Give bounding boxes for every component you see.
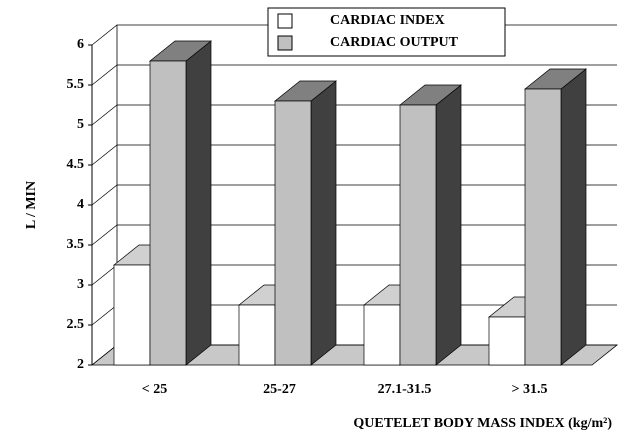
y-tick-label: 3.5: [67, 237, 85, 252]
bar-front: [524, 88, 562, 366]
bar-front: [488, 316, 526, 366]
bar-front: [274, 100, 312, 366]
bar-side: [560, 68, 587, 366]
legend-swatch: [277, 35, 293, 51]
bar-side: [310, 80, 337, 366]
y-tick-label: 3: [77, 277, 84, 292]
bar: [524, 68, 587, 366]
grid-line: [91, 64, 617, 86]
y-tick-label: 5.5: [67, 77, 85, 92]
bar-front: [113, 264, 151, 366]
y-tick-label: 4.5: [67, 157, 85, 172]
bar-front: [238, 304, 276, 366]
bar: [399, 84, 462, 366]
y-tick-label: 5: [77, 117, 84, 132]
y-tick-label: 2.5: [67, 317, 85, 332]
x-tick-label: > 31.5: [512, 382, 548, 397]
x-axis-label: QUETELET BODY MASS INDEX (kg/m²): [353, 416, 612, 431]
legend-label: CARDIAC OUTPUT: [330, 35, 459, 50]
y-axis-label: L / MIN: [24, 181, 39, 229]
bar-front: [399, 104, 437, 366]
legend-label: CARDIAC INDEX: [330, 13, 445, 28]
y-tick-label: 4: [77, 197, 84, 212]
x-tick-label: 27.1-31.5: [378, 382, 432, 397]
legend-box: [267, 7, 506, 57]
bar-side: [435, 84, 462, 366]
x-tick-label: < 25: [142, 382, 167, 397]
bar-front: [363, 304, 401, 366]
bar: [274, 80, 337, 366]
y-tick-label: 6: [77, 37, 84, 52]
bar-side: [185, 40, 212, 366]
legend-swatch: [277, 13, 293, 29]
x-tick-label: 25-27: [263, 382, 296, 397]
y-tick-label: 2: [77, 357, 84, 372]
bar-front: [149, 60, 187, 366]
bar: [149, 40, 212, 366]
